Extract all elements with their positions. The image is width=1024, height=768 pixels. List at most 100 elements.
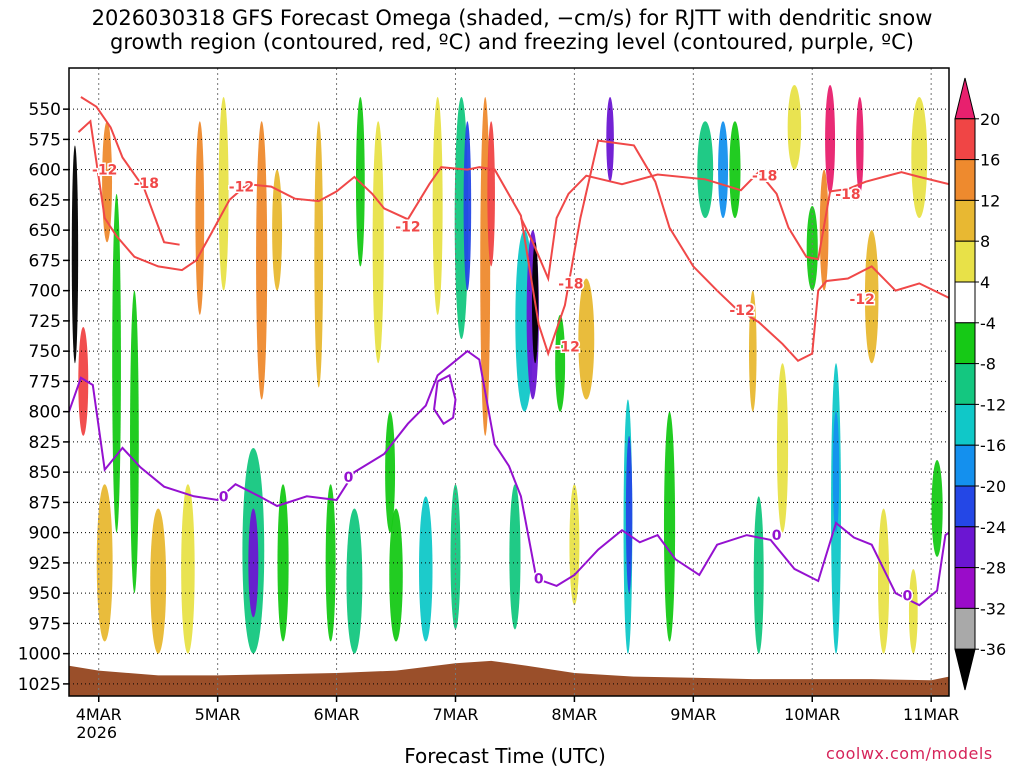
colorbar-label--8: -8: [980, 355, 996, 374]
x-tick-label-8MAR: 8MAR: [551, 705, 597, 724]
contour-label-5: -12: [555, 339, 580, 355]
omega-shading-cell-28: [606, 97, 614, 182]
omega-shading: [71, 84, 943, 654]
omega-shading-cell-19: [463, 121, 472, 291]
omega-shading-cell-6: [195, 121, 205, 315]
omega-shading-cell-5: [181, 484, 195, 654]
colorbar-label-12: 12: [980, 191, 1000, 210]
y-tick-label-1000: 1000: [18, 645, 61, 665]
chart-title: 2026030318 GFS Forecast Omega (shaded, −…: [91, 6, 933, 54]
x-tick-label-7MAR: 7MAR: [432, 705, 478, 724]
colorbar-label--28: -28: [980, 559, 1006, 578]
colorbar-label--4: -4: [980, 314, 996, 333]
y-tick-label-775: 775: [29, 372, 61, 392]
omega-shading-cell-48: [112, 193, 121, 533]
colorbar-label-4: 4: [980, 273, 990, 292]
omega-shading-cell-0: [71, 145, 79, 364]
contour-label-9: -12: [850, 292, 875, 308]
y-tick-label-825: 825: [29, 433, 61, 453]
y-tick-label-575: 575: [29, 130, 61, 150]
omega-shading-cell-44: [864, 230, 879, 364]
y-tick-label-675: 675: [29, 251, 61, 271]
contour-label-4: -18: [558, 276, 583, 292]
colorbar-label--12: -12: [980, 395, 1006, 414]
omega-shading-cell-1: [78, 326, 89, 436]
colorbar-box-13: [954, 607, 976, 650]
colorbar-box-11: [954, 526, 976, 569]
omega-shading-cell-56: [776, 363, 789, 533]
omega-shading-cell-30: [625, 435, 633, 594]
omega-shading-cell-17: [450, 484, 461, 630]
colorbar-box-6: [954, 322, 976, 365]
y-tick-label-925: 925: [29, 554, 61, 574]
omega-shading-cell-34: [729, 121, 741, 219]
y-tick-label-975: 975: [29, 614, 61, 634]
y-tick-label-725: 725: [29, 312, 61, 332]
colorbar: 20 16 12 8 4 -4 -8 -12 -16 -20 -24 -28 -32 -36: [954, 77, 1006, 691]
contour-line--18: [80, 96, 180, 246]
y-tick-label-850: 850: [29, 463, 61, 483]
colorbar-box-4: [954, 240, 976, 283]
grid-lines: [69, 68, 949, 696]
omega-shading-cell-46: [911, 97, 928, 219]
omega-shading-cell-31: [663, 411, 676, 642]
contour-line--18-b: [520, 170, 949, 283]
credit-text: coolwx.com/models: [826, 744, 993, 763]
omega-shading-cell-21: [487, 121, 495, 267]
contour-lines: [69, 96, 949, 607]
colorbar-box-7: [954, 363, 976, 405]
colorbar-top-arrow: [954, 77, 976, 120]
colorbar-label--36: -36: [980, 640, 1006, 659]
colorbar-box-10: [954, 485, 976, 528]
omega-shading-cell-52: [432, 97, 443, 315]
x-tick-label-9MAR: 9MAR: [670, 705, 716, 724]
omega-shading-cell-37: [787, 84, 802, 170]
contour-label-6: -18: [752, 169, 777, 185]
x-year-label: 2026: [76, 723, 117, 742]
terrain-area: [69, 660, 949, 696]
colorbar-box-9: [954, 444, 976, 487]
colorbar-bottom-arrow: [954, 648, 976, 691]
x-tick-label-6MAR: 6MAR: [314, 705, 360, 724]
terrain-fill: [69, 660, 949, 696]
x-axis-label: Forecast Time (UTC): [404, 744, 606, 768]
y-tick-label-650: 650: [29, 221, 61, 241]
colorbar-label-8: 8: [980, 232, 990, 251]
omega-shading-cell-50: [314, 121, 324, 388]
y-tick-label-950: 950: [29, 584, 61, 604]
omega-shading-cell-22: [509, 484, 521, 630]
colorbar-label--32: -32: [980, 599, 1006, 618]
omega-shading-cell-26: [555, 314, 566, 412]
x-tick-label-10MAR: 10MAR: [784, 705, 840, 724]
colorbar-box-8: [954, 403, 976, 446]
contour-label-11: 0: [344, 470, 354, 486]
contour-label-13: 0: [772, 528, 782, 544]
omega-shading-cell-13: [325, 484, 336, 642]
colorbar-label--20: -20: [980, 477, 1006, 496]
contour-label-0: -12: [92, 163, 117, 179]
omega-shading-cell-45: [878, 508, 890, 654]
contour-line--12: [77, 119, 949, 363]
colorbar-box-12: [954, 567, 976, 609]
plot-background: [69, 68, 949, 696]
contour-label-3: -12: [395, 220, 420, 236]
contour-label-2: -12: [229, 180, 254, 196]
contour-label-10: 0: [219, 489, 229, 505]
x-tick-label-5MAR: 5MAR: [195, 705, 241, 724]
y-tick-label-625: 625: [29, 191, 61, 211]
omega-shading-cell-3: [96, 484, 113, 642]
y-tick-label-750: 750: [29, 342, 61, 362]
contour-label-12: 0: [534, 572, 544, 588]
y-tick-label-1025: 1025: [18, 675, 61, 695]
omega-shading-cell-57: [908, 568, 918, 654]
omega-shading-cell-4: [150, 508, 167, 654]
omega-shading-cell-7: [218, 97, 229, 291]
y-tick-label-550: 550: [29, 100, 61, 120]
omega-shading-cell-16: [419, 496, 433, 642]
omega-shading-cell-33: [718, 121, 729, 219]
colorbar-label-20: 20: [980, 110, 1000, 129]
omega-shading-cell-49: [130, 290, 139, 594]
y-tick-label-600: 600: [29, 161, 61, 181]
y-tick-label-900: 900: [29, 524, 61, 544]
